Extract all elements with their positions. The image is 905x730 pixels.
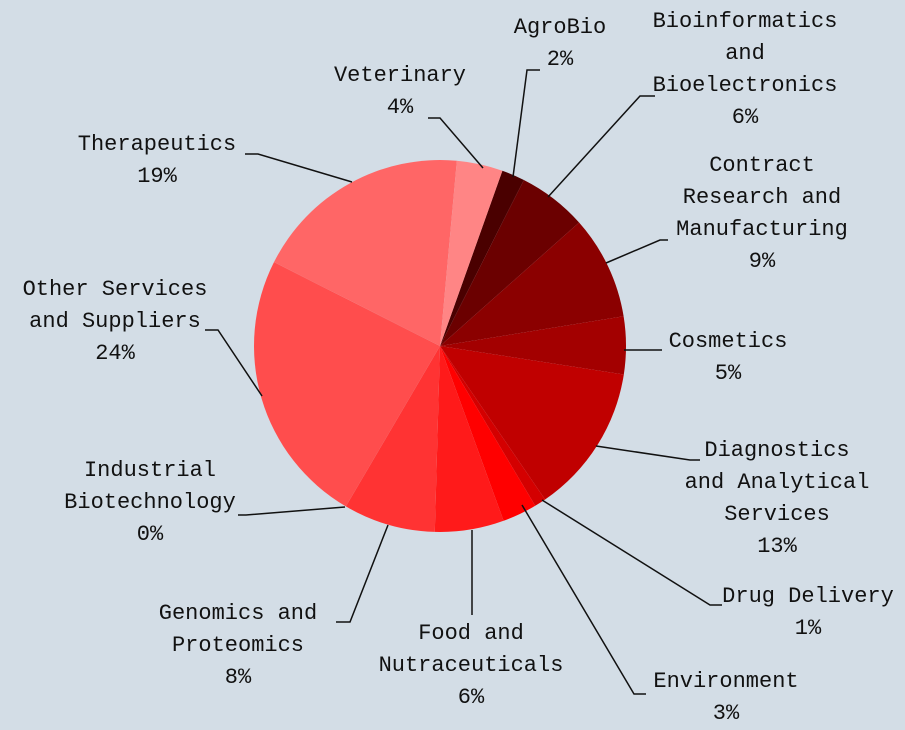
leader-line — [205, 329, 263, 397]
pie-slice — [273, 160, 457, 346]
leader-line — [245, 153, 353, 183]
leader-line — [605, 239, 668, 264]
value-label: 9% — [748, 249, 776, 274]
value-label: 5% — [714, 361, 742, 386]
pie-slice — [440, 170, 524, 346]
pie-slice — [440, 222, 624, 346]
category-label: Contract Research and Manufacturing — [676, 153, 848, 242]
slice-label: Food and Nutraceuticals 6% — [374, 618, 569, 714]
pie-slice — [440, 316, 626, 375]
value-label: 6% — [457, 685, 485, 710]
category-label: Industrial Biotechnology — [64, 458, 236, 515]
category-label: Environment — [653, 669, 799, 694]
category-label: Cosmetics — [668, 329, 788, 354]
pie-slice — [440, 346, 546, 506]
value-label: 19% — [137, 164, 177, 189]
pie-slice — [440, 346, 624, 500]
pie-slice — [345, 346, 440, 532]
slice-label: Cosmetics 5% — [628, 326, 828, 390]
value-label: 8% — [224, 665, 252, 690]
slice-label: Bioinformatics and Bioelectronics 6% — [645, 6, 845, 134]
slice-label: AgroBio 2% — [460, 12, 660, 76]
category-label: Diagnostics and Analytical Services — [684, 438, 870, 527]
leader-line — [428, 117, 484, 169]
value-label: 0% — [136, 522, 164, 547]
slice-label: Therapeutics 19% — [57, 129, 257, 193]
pie-slice — [440, 346, 536, 521]
slice-label: Contract Research and Manufacturing 9% — [667, 150, 857, 278]
slice-label: Industrial Biotechnology 0% — [60, 455, 240, 551]
pie-slice — [440, 160, 503, 346]
category-label: Genomics and Proteomics — [158, 601, 318, 658]
pie-slice — [253, 262, 440, 507]
category-label: Therapeutics — [77, 132, 237, 157]
pie-slice — [434, 346, 504, 532]
value-label: 24% — [95, 341, 135, 366]
value-label: 3% — [712, 701, 740, 726]
category-label: Other Services and Suppliers — [22, 277, 208, 334]
leader-line — [547, 95, 655, 198]
value-label: 13% — [757, 534, 797, 559]
category-label: AgroBio — [513, 15, 607, 40]
category-label: Drug Delivery — [722, 584, 894, 609]
value-label: 6% — [731, 105, 759, 130]
leader-line — [541, 499, 722, 606]
slice-label: Environment 3% — [626, 666, 826, 730]
category-label: Veterinary — [333, 63, 467, 88]
value-label: 2% — [546, 47, 574, 72]
slice-label: Drug Delivery 1% — [708, 581, 905, 645]
slice-label: Diagnostics and Analytical Services 13% — [681, 435, 873, 563]
leader-line — [595, 445, 700, 461]
pie-slice — [440, 179, 580, 346]
slice-label: Genomics and Proteomics 8% — [151, 598, 326, 694]
category-label: Bioinformatics and Bioelectronics — [652, 9, 838, 98]
leader-line — [512, 69, 540, 178]
leader-line — [521, 504, 646, 695]
value-label: 1% — [794, 616, 822, 641]
category-label: Food and Nutraceuticals — [378, 621, 564, 678]
leader-line — [336, 524, 389, 623]
leader-line — [238, 506, 346, 516]
slice-label: Other Services and Suppliers 24% — [18, 274, 213, 370]
slice-label: Veterinary 4% — [300, 60, 500, 124]
value-label: 4% — [386, 95, 414, 120]
